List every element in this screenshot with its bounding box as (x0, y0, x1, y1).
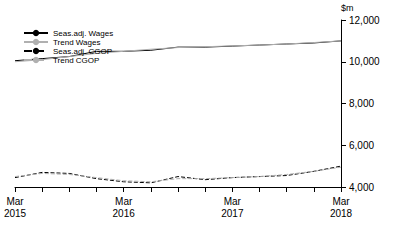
svg-text:2015: 2015 (4, 208, 27, 219)
svg-text:2018: 2018 (330, 208, 353, 219)
svg-text:Trend CGOP: Trend CGOP (53, 56, 99, 65)
svg-text:Mar: Mar (332, 196, 350, 207)
svg-text:4,000: 4,000 (349, 182, 374, 193)
svg-text:Trend Wages: Trend Wages (53, 38, 100, 47)
svg-text:$m: $m (341, 3, 354, 13)
svg-text:Mar: Mar (115, 196, 133, 207)
svg-text:Seas.adj. Wages: Seas.adj. Wages (53, 29, 113, 38)
svg-text:8,000: 8,000 (349, 98, 374, 109)
svg-text:2017: 2017 (221, 208, 244, 219)
svg-text:Seas.adj. CGOP: Seas.adj. CGOP (53, 47, 112, 56)
svg-text:Mar: Mar (6, 196, 24, 207)
svg-text:6,000: 6,000 (349, 140, 374, 151)
svg-text:2016: 2016 (113, 208, 136, 219)
svg-text:10,000: 10,000 (349, 56, 380, 67)
svg-text:Mar: Mar (224, 196, 242, 207)
svg-text:12,000: 12,000 (349, 15, 380, 26)
